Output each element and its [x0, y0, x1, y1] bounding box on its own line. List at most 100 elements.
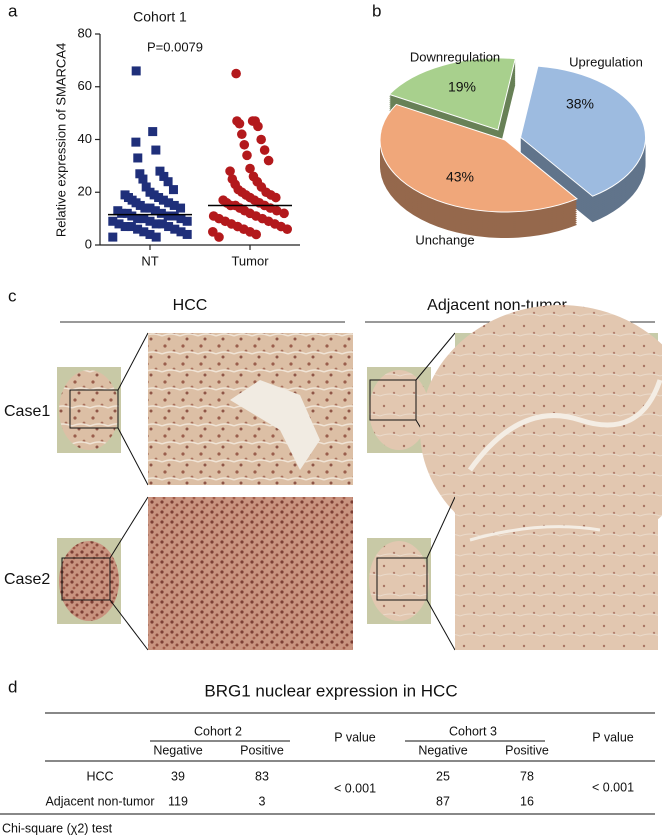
data-point [182, 229, 192, 239]
panel-label: c [8, 286, 17, 305]
data-point [231, 68, 241, 79]
data-point [131, 137, 141, 147]
zoom-line [109, 599, 149, 651]
p-value: < 0.001 [592, 780, 634, 794]
data-point [176, 203, 186, 213]
data-point [145, 216, 155, 226]
data-point [163, 211, 173, 221]
data-point [239, 139, 250, 150]
group-header: Cohort 2 [194, 724, 242, 738]
cell: 119 [168, 794, 188, 808]
value-label: 38% [566, 96, 594, 112]
data-point [158, 195, 168, 205]
data-point [135, 169, 145, 179]
data-point [272, 205, 282, 216]
data-point [168, 185, 178, 195]
cell: 83 [255, 769, 269, 783]
data-point [141, 182, 151, 192]
panel-c: HCC Adjacent non-tumor Case1 Case2 [4, 297, 662, 651]
zoom-line [117, 427, 149, 486]
data-point [164, 198, 174, 208]
column-header: Negative [418, 743, 467, 757]
row-label: HCC [86, 769, 113, 783]
category-label: Downregulation [410, 49, 500, 64]
data-point [156, 208, 166, 218]
data-point [263, 155, 274, 166]
chart-title: Cohort 1 [133, 9, 187, 25]
column-header: P value [592, 730, 634, 744]
x-tick-label: NT [141, 253, 158, 268]
slice [519, 65, 647, 197]
y-tick-label: 80 [78, 25, 92, 40]
data-point [214, 232, 224, 242]
zoom-box [69, 389, 119, 429]
data-point [108, 232, 118, 242]
panel-label: a [8, 1, 18, 20]
data-point [271, 192, 281, 203]
table-title: BRG1 nuclear expression in HCC [204, 681, 457, 700]
lumen [230, 380, 320, 470]
data-point [169, 211, 179, 221]
zoom-box [369, 379, 417, 421]
data-point [225, 166, 235, 176]
data-point [138, 174, 148, 184]
data-point [151, 232, 161, 242]
data-point [182, 216, 192, 226]
zoom-line [117, 332, 149, 391]
tissue-core [59, 370, 119, 450]
y-tick-label: 0 [85, 236, 92, 251]
data-point [164, 222, 174, 232]
data-point [163, 177, 173, 187]
data-point [140, 203, 150, 213]
tissue-core [59, 541, 119, 621]
micrograph [148, 497, 353, 650]
data-point [151, 219, 161, 229]
data-point [155, 166, 165, 176]
data-point [145, 203, 155, 213]
annotation: P=0.0079 [147, 39, 203, 54]
data-point [148, 127, 158, 137]
tissue-core [369, 541, 429, 621]
row-label: Case2 [4, 571, 50, 588]
column-header: Positive [505, 743, 549, 757]
data-point [234, 118, 245, 129]
data-point [114, 219, 124, 229]
table: BRG1 nuclear expression in HCC Cohort 2 … [0, 681, 655, 835]
data-point [139, 214, 149, 224]
data-point [131, 66, 141, 76]
data-point [126, 222, 136, 232]
vessel [467, 379, 662, 472]
data-point [176, 227, 186, 237]
slice [379, 103, 579, 213]
data-point [245, 163, 255, 174]
data-point [127, 211, 137, 221]
category-label: Upregulation [569, 54, 643, 69]
data-point [117, 208, 127, 218]
data-point [159, 171, 169, 181]
panel-label: d [8, 677, 17, 696]
data-point [242, 150, 252, 161]
data-point [157, 219, 167, 229]
cell: 78 [520, 769, 534, 783]
row-label: Adjacent non-tumor [45, 794, 154, 808]
column-header: HCC [173, 297, 208, 314]
vessel [469, 525, 601, 542]
data-point [108, 216, 118, 226]
data-point [120, 222, 130, 232]
x-tick-label: Tumor [231, 253, 269, 268]
zoom-line [415, 332, 456, 381]
zoom-line [109, 496, 149, 559]
value-label: 43% [446, 169, 474, 185]
zoom-line [426, 496, 456, 559]
data-point [259, 145, 270, 155]
data-point [251, 229, 261, 240]
y-tick-label: 60 [78, 78, 92, 93]
column-header: P value [334, 730, 376, 744]
cell: 16 [520, 794, 534, 808]
column-header: Negative [153, 743, 202, 757]
data-point [176, 214, 186, 224]
tissue-core [369, 370, 429, 450]
data-point [150, 206, 160, 216]
data-point [145, 229, 155, 239]
